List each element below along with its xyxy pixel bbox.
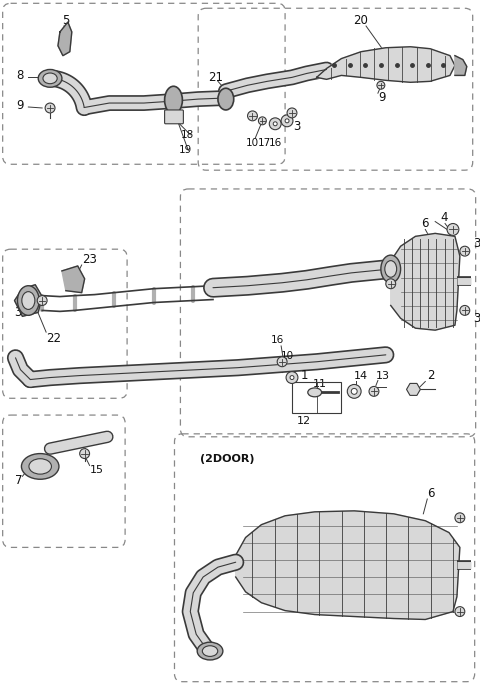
- Text: 1: 1: [301, 369, 308, 382]
- Text: 16: 16: [271, 335, 285, 345]
- Polygon shape: [62, 266, 84, 292]
- Ellipse shape: [22, 292, 35, 310]
- Circle shape: [80, 449, 90, 458]
- Text: 14: 14: [354, 371, 368, 381]
- Text: 10: 10: [246, 138, 259, 147]
- Polygon shape: [317, 47, 455, 82]
- Circle shape: [277, 357, 287, 366]
- Ellipse shape: [29, 459, 51, 474]
- Circle shape: [281, 115, 293, 127]
- Text: 4: 4: [440, 211, 448, 224]
- Text: 12: 12: [297, 416, 311, 426]
- Circle shape: [455, 607, 465, 616]
- Text: 9: 9: [16, 99, 24, 112]
- Circle shape: [460, 306, 470, 315]
- Text: 23: 23: [82, 253, 96, 266]
- Text: 22: 22: [46, 332, 61, 345]
- Circle shape: [287, 108, 297, 118]
- Bar: [292, 382, 341, 413]
- Text: 16: 16: [269, 138, 283, 147]
- Circle shape: [377, 82, 385, 89]
- Polygon shape: [391, 234, 460, 330]
- Ellipse shape: [38, 69, 62, 87]
- Text: (2DOOR): (2DOOR): [200, 453, 255, 464]
- Ellipse shape: [308, 388, 322, 397]
- Ellipse shape: [203, 646, 218, 656]
- Circle shape: [273, 122, 277, 126]
- Text: 5: 5: [62, 14, 69, 27]
- Ellipse shape: [197, 643, 223, 660]
- Ellipse shape: [218, 88, 234, 110]
- Circle shape: [37, 296, 47, 306]
- Circle shape: [351, 388, 357, 395]
- Text: 3: 3: [473, 312, 480, 325]
- Ellipse shape: [385, 260, 396, 277]
- Text: 10: 10: [281, 351, 294, 361]
- Text: 3: 3: [293, 121, 300, 134]
- Ellipse shape: [381, 255, 401, 283]
- Ellipse shape: [43, 73, 57, 84]
- FancyBboxPatch shape: [165, 110, 183, 124]
- Text: 2: 2: [427, 369, 435, 382]
- Ellipse shape: [22, 453, 59, 480]
- Polygon shape: [14, 285, 42, 316]
- Text: 15: 15: [90, 465, 104, 475]
- Text: 18: 18: [180, 129, 193, 140]
- Text: 20: 20: [353, 14, 368, 27]
- Circle shape: [286, 372, 298, 384]
- Ellipse shape: [17, 286, 39, 315]
- Text: 6: 6: [427, 486, 435, 499]
- Text: 6: 6: [421, 217, 429, 230]
- Circle shape: [248, 111, 257, 121]
- Polygon shape: [455, 55, 467, 75]
- Polygon shape: [236, 511, 460, 619]
- Circle shape: [269, 118, 281, 129]
- Ellipse shape: [165, 86, 182, 114]
- Text: 17: 17: [257, 138, 271, 147]
- Text: 7: 7: [14, 474, 22, 487]
- Text: 8: 8: [16, 69, 24, 82]
- Text: 9: 9: [378, 90, 385, 103]
- Circle shape: [447, 223, 459, 236]
- Circle shape: [290, 375, 294, 379]
- Text: 3: 3: [473, 237, 480, 250]
- Text: 3: 3: [14, 306, 22, 319]
- Circle shape: [460, 246, 470, 256]
- Text: 11: 11: [313, 379, 327, 390]
- Text: 13: 13: [376, 371, 390, 381]
- Circle shape: [258, 117, 266, 125]
- Circle shape: [455, 513, 465, 523]
- Circle shape: [45, 103, 55, 113]
- Circle shape: [369, 386, 379, 397]
- Circle shape: [348, 384, 361, 398]
- Circle shape: [386, 279, 396, 288]
- Circle shape: [285, 119, 289, 123]
- Text: 21: 21: [208, 71, 223, 84]
- Text: 19: 19: [179, 145, 192, 155]
- Polygon shape: [58, 22, 72, 55]
